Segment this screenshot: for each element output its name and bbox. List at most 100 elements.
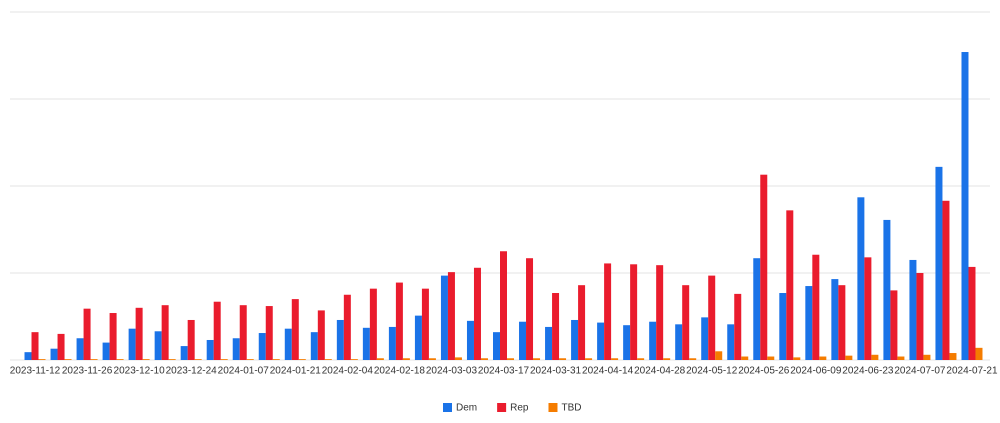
bar — [194, 359, 202, 360]
bar — [128, 328, 136, 360]
bar — [689, 358, 697, 360]
bar — [168, 359, 176, 360]
x-tick-label: 2024-01-21 — [270, 366, 322, 377]
bar — [180, 346, 188, 360]
bar — [507, 358, 514, 360]
bar — [220, 359, 228, 360]
bar — [298, 359, 306, 360]
bar — [350, 359, 358, 360]
x-tick-label: 2024-03-31 — [530, 366, 582, 377]
bar — [649, 321, 657, 360]
bar — [395, 282, 403, 360]
bar — [630, 264, 638, 360]
bar — [838, 285, 846, 360]
bar — [916, 273, 924, 360]
bar — [942, 200, 950, 360]
bar — [734, 293, 742, 360]
x-tick-label: 2024-06-09 — [790, 366, 842, 377]
bar — [767, 356, 775, 360]
bar — [890, 290, 898, 360]
bar — [604, 263, 612, 360]
x-tick-label: 2023-11-12 — [10, 366, 61, 377]
bar — [741, 356, 749, 360]
bar — [923, 354, 931, 360]
bar — [343, 294, 351, 360]
bar — [526, 258, 534, 360]
bar — [154, 331, 162, 360]
bar — [559, 358, 567, 360]
bar — [578, 285, 586, 360]
x-tick-label: 2024-02-04 — [322, 366, 374, 377]
bar — [949, 353, 957, 360]
bar — [454, 357, 462, 360]
x-tick-label: 2024-03-17 — [478, 366, 530, 377]
bar — [310, 332, 318, 360]
bar — [571, 319, 579, 360]
bar — [421, 288, 429, 360]
bar — [975, 347, 983, 360]
bar — [90, 359, 98, 360]
bar — [597, 322, 605, 360]
bar — [611, 358, 619, 360]
bar — [753, 258, 761, 360]
legend-label: TBD — [561, 403, 581, 414]
x-tick-label: 2024-05-12 — [686, 366, 738, 377]
bar — [864, 257, 872, 360]
bar — [480, 358, 488, 360]
bar — [675, 324, 683, 360]
x-tick-label: 2024-03-03 — [426, 366, 478, 377]
bar — [961, 52, 969, 361]
bar — [38, 359, 46, 360]
bar — [883, 219, 891, 360]
bar — [324, 359, 332, 360]
bar — [64, 359, 72, 360]
bar — [369, 288, 377, 360]
bar — [24, 352, 32, 360]
bar — [206, 339, 214, 360]
bar — [428, 358, 436, 360]
bar — [466, 320, 474, 360]
bar — [31, 332, 39, 360]
bar — [805, 286, 813, 360]
bar — [708, 275, 716, 360]
bar — [447, 272, 455, 360]
bar — [388, 326, 396, 360]
bar — [663, 358, 671, 360]
x-tick-label: 2024-05-26 — [738, 366, 790, 377]
bar — [83, 308, 91, 360]
bar — [585, 358, 593, 360]
bar — [637, 358, 645, 360]
bar — [812, 254, 820, 360]
bar — [187, 319, 195, 360]
bar — [779, 293, 787, 360]
bar — [161, 305, 169, 360]
legend-swatch — [497, 403, 507, 412]
bar — [213, 301, 221, 360]
bar — [142, 359, 150, 360]
x-tick-label: 2024-02-18 — [374, 366, 426, 377]
x-tick-label: 2024-01-07 — [218, 366, 270, 377]
bar — [440, 275, 448, 360]
bar — [336, 319, 344, 360]
legend-label: Rep — [510, 403, 529, 414]
x-tick-label: 2023-12-10 — [114, 366, 166, 377]
bar — [265, 306, 273, 360]
bar — [493, 332, 500, 360]
bar — [291, 299, 299, 360]
bar — [239, 305, 247, 360]
bar — [786, 210, 794, 360]
bar — [831, 279, 839, 360]
bar — [552, 293, 560, 360]
bar — [819, 356, 827, 360]
bar — [760, 174, 768, 360]
bar — [135, 307, 143, 360]
bar — [909, 259, 917, 360]
bar — [727, 324, 735, 360]
bar — [871, 354, 879, 360]
bar — [845, 355, 853, 360]
bar — [402, 358, 410, 360]
legend-swatch — [443, 403, 452, 412]
bar — [623, 325, 631, 360]
bar — [284, 328, 292, 360]
bar — [701, 317, 709, 360]
